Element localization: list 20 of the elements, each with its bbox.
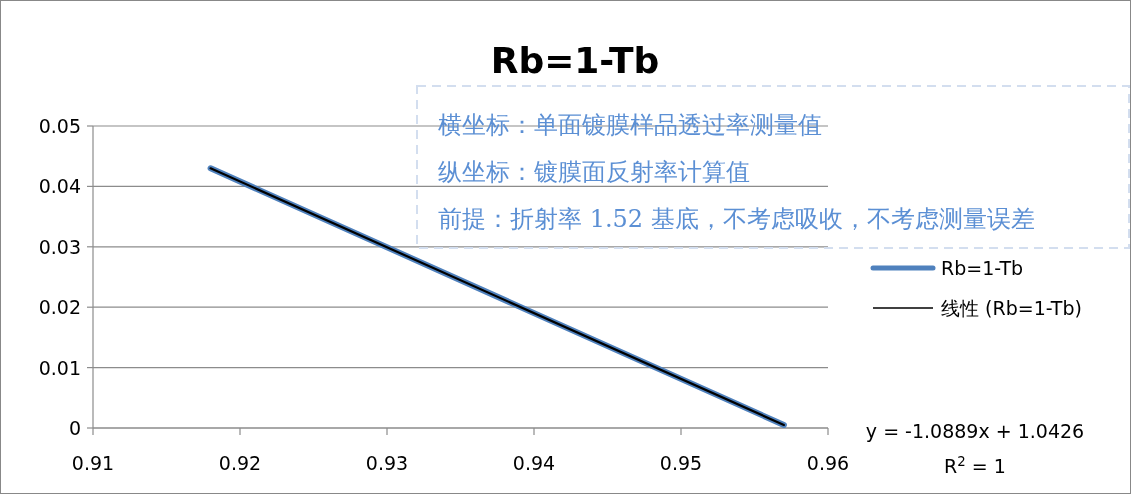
- annotation: 纵坐标：镀膜面反射率计算值: [438, 158, 750, 186]
- x-tick-label: 0.91: [71, 452, 115, 474]
- y-tick-label: 0.05: [38, 115, 81, 137]
- x-tick-label: 0.94: [512, 452, 556, 474]
- y-tick-label: 0.01: [38, 356, 81, 379]
- text: y = -1.0889x + 1.0426: [865, 420, 1085, 442]
- text: R$^{2}$ = 1: [944, 453, 1006, 477]
- annotation: 横坐标：单面镀膜样品透过率测量值: [438, 111, 822, 139]
- y-tick-label: 0.03: [38, 235, 81, 258]
- annotation: 前提：折射率 1.52 基底，不考虑吸收，不考虑测量误差: [438, 205, 1035, 233]
- chart-title: Rb=1-Tb: [490, 40, 660, 81]
- legend-label: 线性 (Rb=1-Tb): [941, 297, 1082, 319]
- x-tick-label: 0.92: [218, 452, 262, 474]
- x-tick-label: 0.95: [659, 452, 703, 474]
- x-tick-label: 0.93: [365, 452, 409, 474]
- y-tick-label: 0.04: [38, 175, 81, 198]
- y-tick-label: 0.02: [38, 296, 81, 319]
- legend-label: Rb=1-Tb: [941, 257, 1024, 279]
- x-tick-label: 0.96: [806, 452, 850, 474]
- y-tick-label: 0: [68, 417, 81, 439]
